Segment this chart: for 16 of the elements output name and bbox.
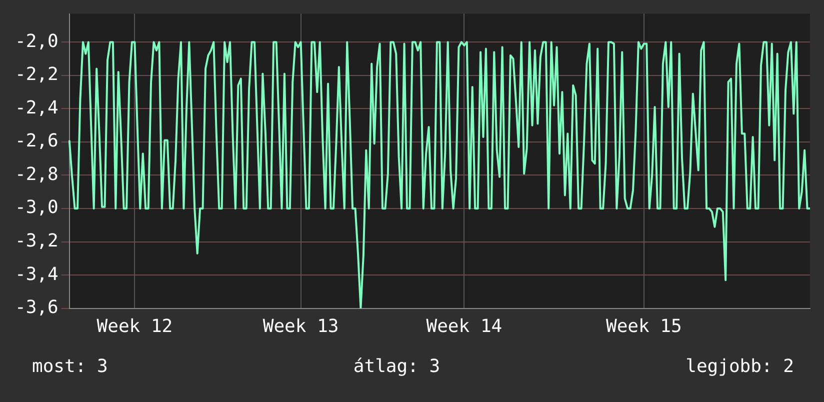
- y-tick-label: -3,6: [14, 297, 58, 318]
- text: legjobb: 2: [686, 356, 794, 377]
- y-tick-label: -2,4: [14, 97, 58, 118]
- y-tick-label: -2,8: [14, 164, 58, 185]
- y-tick-label: -3,4: [14, 264, 58, 285]
- y-tick-label: -2,0: [14, 30, 58, 52]
- x-tick-label: Week 13: [262, 316, 339, 337]
- y-tick-label: -3,2: [14, 230, 58, 252]
- x-tick-label: Week 15: [606, 316, 682, 337]
- y-tick-label: -3,0: [14, 197, 58, 218]
- text: átlag: 3: [353, 356, 440, 377]
- y-tick-label: -2,2: [14, 64, 58, 86]
- x-tick-label: Week 12: [96, 316, 173, 337]
- y-tick-label: -2,6: [14, 130, 58, 152]
- x-tick-label: Week 14: [426, 316, 502, 337]
- text: most: 3: [32, 356, 108, 377]
